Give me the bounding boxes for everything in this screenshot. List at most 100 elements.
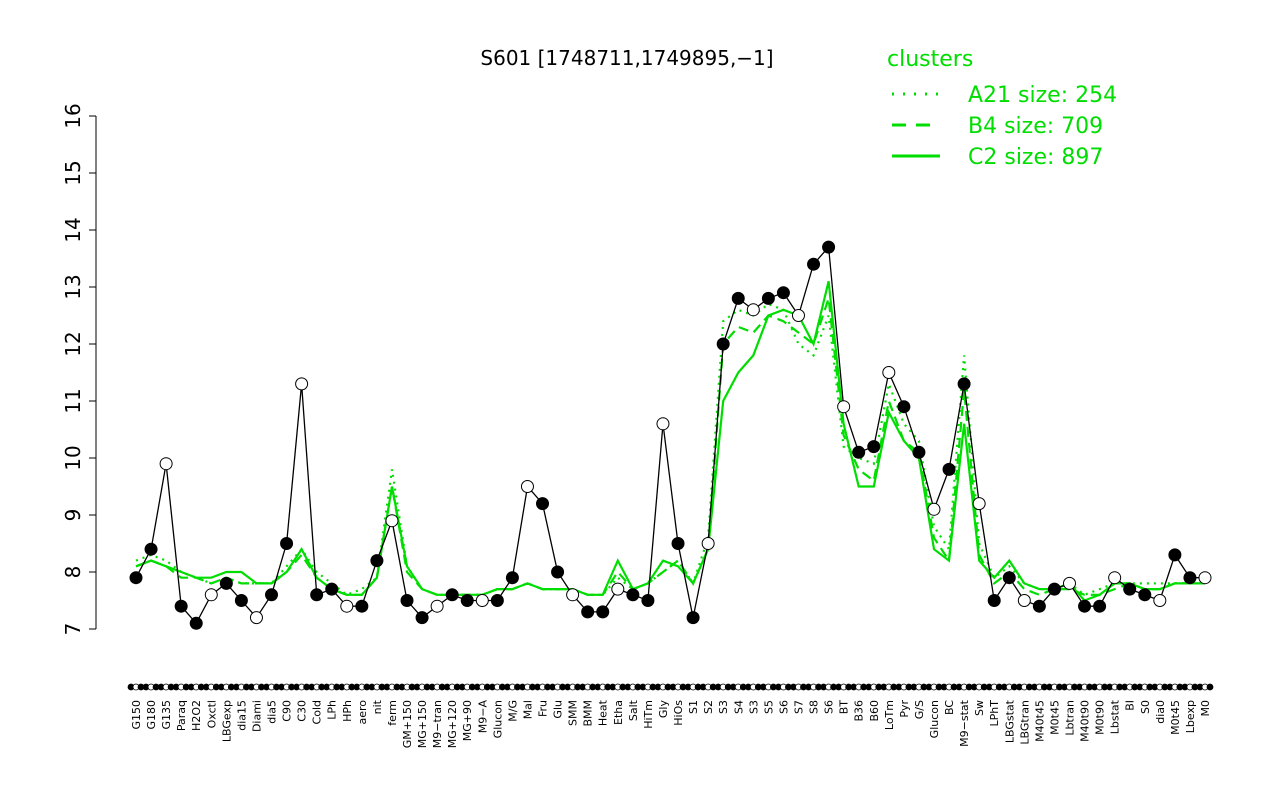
data-point [701, 537, 715, 550]
x-tick-label: C90 [281, 700, 294, 722]
data-point [234, 594, 248, 607]
data-point [189, 616, 203, 630]
data-point [626, 588, 640, 602]
x-tick-label: M0t45 [1048, 700, 1061, 735]
x-tick-label: SMM [567, 700, 580, 726]
data-point [761, 291, 775, 305]
x-tick-label: HiOs [672, 700, 685, 726]
y-axis-ticks: 7 8 9 10 11 12 13 14 15 16 [61, 103, 96, 635]
data-point [370, 554, 384, 568]
data-point [912, 445, 926, 459]
chart-title: S601 [1748711,1749895,−1] [480, 46, 773, 70]
data-point [882, 366, 896, 379]
data-point [1168, 548, 1182, 562]
data-point [746, 303, 760, 317]
x-tick-label: LBGexp [220, 700, 233, 742]
legend-label-c2: C2 size: 897 [968, 145, 1103, 170]
x-tick-label: dia5 [266, 700, 279, 724]
x-tick-label: Salt [627, 699, 640, 721]
data-point [611, 582, 625, 596]
data-point [731, 291, 745, 305]
data-point [987, 594, 1001, 607]
legend: clusters A21 size: 254 B4 size: 709 C2 s… [887, 47, 1117, 170]
y-tick-label: 15 [61, 160, 85, 185]
x-tick-label: Paraq [175, 700, 188, 731]
series-line-dotted [135, 302, 1205, 597]
data-point [897, 400, 911, 414]
x-tick-label: M9−stat [958, 699, 971, 746]
y-tick-label: 11 [61, 388, 85, 413]
x-tick-label: HPh [341, 700, 354, 722]
y-tick-label: 8 [61, 566, 85, 579]
data-point [1002, 571, 1016, 585]
x-tick-label: Heat [597, 699, 610, 726]
y-tick-label: 13 [61, 274, 85, 299]
x-tick-label: LPhT [988, 700, 1001, 727]
data-point [837, 400, 851, 414]
series-line-solid [135, 281, 1205, 602]
x-tick-label: BT [838, 700, 851, 715]
x-tick-label: H2O2 [190, 700, 203, 731]
x-tick-label: Lbtran [1063, 700, 1076, 736]
x-tick-label: HiTm [642, 700, 655, 729]
x-tick-label: dia0 [1154, 700, 1167, 724]
x-tick-label: LBGstat [1003, 699, 1016, 743]
x-tick-label: Mal [521, 700, 534, 719]
data-point [340, 599, 354, 613]
x-tick-label: aero [356, 700, 369, 725]
data-point [807, 257, 821, 271]
x-axis-tick-labels: G150 G180 G135 Paraq H2O2 Oxctl LBGexp dia15 Dia… [130, 699, 1212, 748]
x-tick-label: Fru [537, 700, 550, 717]
rug-mark [1206, 683, 1214, 691]
x-tick-label: S3 [747, 700, 760, 714]
x-tick-label: G135 [160, 700, 173, 730]
x-tick-label: Lbexp [1184, 700, 1197, 733]
legend-title: clusters [887, 47, 973, 72]
data-point [430, 599, 444, 613]
x-tick-label: S4 [732, 700, 745, 714]
x-tick-label: S3 [717, 700, 730, 714]
x-tick-label: LPh [326, 700, 339, 720]
legend-label-a21: A21 size: 254 [968, 83, 1117, 108]
x-tick-label: Glucon [928, 700, 941, 738]
y-tick-label: 9 [61, 509, 85, 522]
y-tick-label: 14 [61, 217, 85, 242]
x-tick-label: BI [1124, 700, 1137, 711]
data-point [445, 588, 459, 602]
data-point [656, 417, 670, 431]
x-tick-label: S5 [762, 700, 775, 714]
x-tick-label: BMM [582, 700, 595, 727]
x-tick-label: MG+120 [446, 700, 459, 748]
data-point [460, 594, 474, 607]
x-tick-label: Cold [311, 700, 324, 724]
x-tick-label: M40t90 [1079, 700, 1092, 742]
data-point [415, 611, 429, 625]
x-tick-label: S8 [808, 700, 821, 714]
data-point [551, 565, 565, 579]
legend-label-b4: B4 size: 709 [968, 114, 1103, 139]
x-tick-label: S6 [777, 700, 790, 714]
x-tick-label: Lbstat [1109, 699, 1122, 734]
data-point [972, 497, 986, 511]
x-tick-label: S1 [687, 700, 700, 714]
y-tick-label: 16 [61, 103, 85, 128]
data-point [520, 480, 534, 493]
data-point [852, 445, 866, 459]
x-tick-label: B36 [853, 700, 866, 722]
x-tick-label: S0 [1139, 700, 1152, 714]
data-point [1123, 582, 1137, 596]
data-point [596, 605, 610, 619]
data-point [475, 594, 489, 607]
x-tick-label: Etha [612, 700, 625, 725]
x-tick-label: ferm [386, 700, 399, 726]
data-point [249, 611, 263, 625]
x-tick-label: G150 [130, 700, 143, 730]
x-tick-label: G/S [913, 700, 926, 719]
x-tick-label: Glu [552, 700, 565, 719]
x-tick-label: nit [371, 699, 384, 714]
data-point [957, 377, 971, 391]
x-tick-label: M/G [506, 700, 519, 722]
data-point [174, 599, 188, 613]
x-tick-label: M0t45 [1169, 700, 1182, 735]
data-point [219, 576, 233, 590]
